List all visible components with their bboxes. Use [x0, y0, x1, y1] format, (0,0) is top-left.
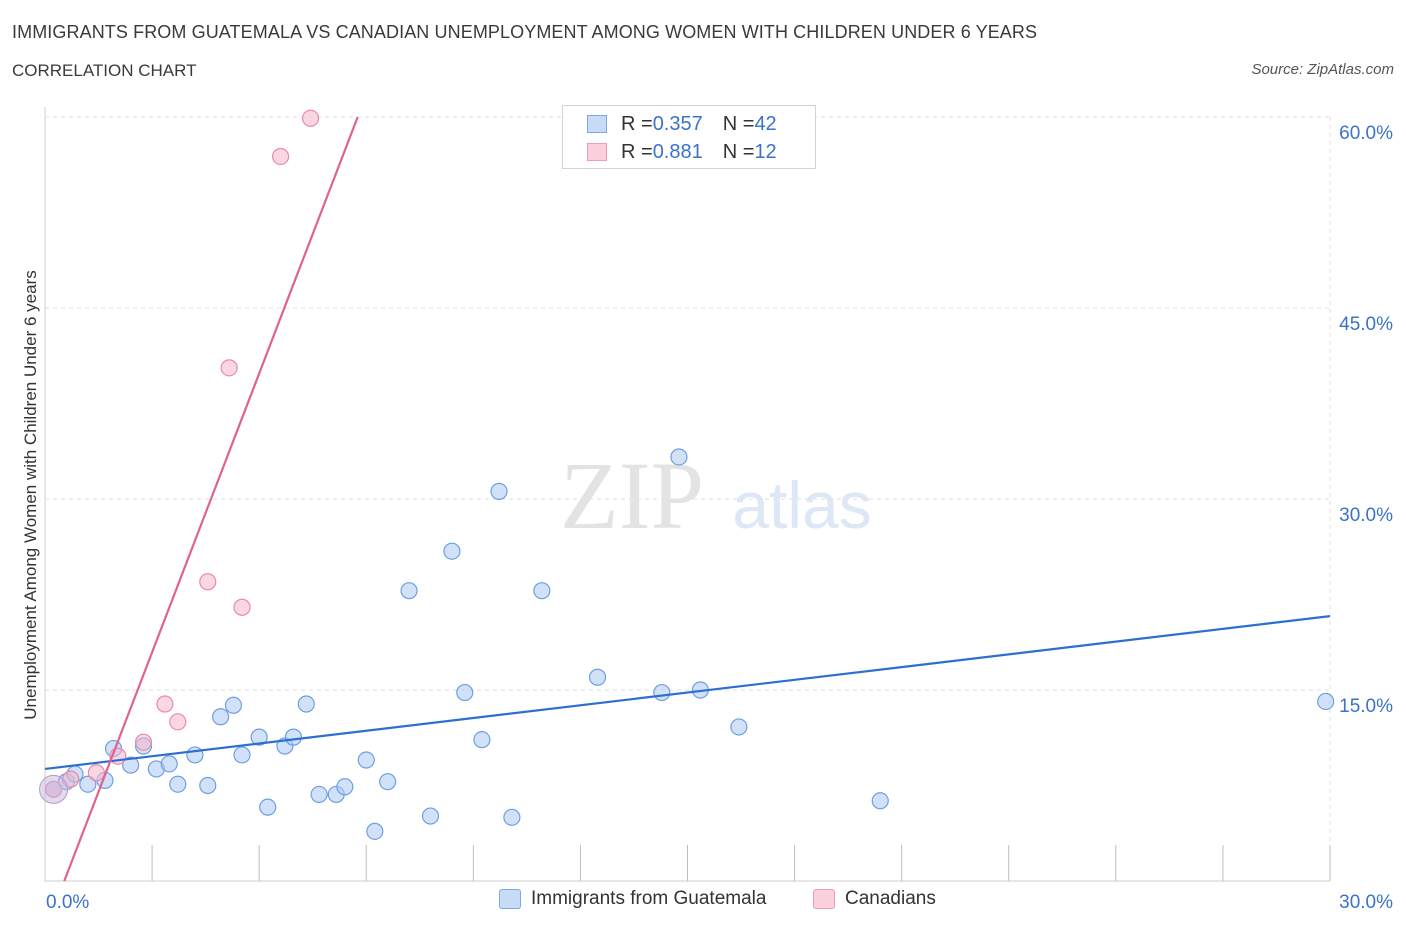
data-point-overlap [39, 774, 69, 804]
data-point-canadians [134, 733, 153, 751]
source-label: Source: ZipAtlas.com [1251, 61, 1394, 78]
legend-n-value: 12 [754, 140, 777, 163]
legend-swatch-guatemala [587, 115, 607, 133]
data-point-canadians [199, 573, 217, 591]
chart-title: IMMIGRANTS FROM GUATEMALA VS CANADIAN UN… [12, 22, 1038, 42]
data-point-guatemala [473, 731, 491, 749]
data-point-guatemala [297, 695, 315, 713]
data-point-guatemala [456, 683, 474, 702]
x-tick-label: 30.0% [1339, 892, 1393, 913]
data-points [39, 109, 1335, 840]
data-point-canadians [271, 147, 290, 166]
watermark: ZIP atlas [560, 442, 872, 549]
data-point-guatemala [259, 798, 277, 816]
data-point-guatemala [1317, 692, 1335, 711]
data-point-guatemala [224, 696, 243, 714]
legend-row-guatemala: R = 0.357 N = 42 [587, 112, 777, 136]
data-point-guatemala [871, 792, 889, 810]
chart-subtitle: CORRELATION CHART [12, 61, 197, 80]
data-point-canadians [220, 359, 238, 377]
data-point-guatemala [233, 746, 251, 764]
data-point-guatemala [670, 448, 688, 466]
data-point-guatemala [490, 482, 508, 500]
legend-r-value: 0.357 [652, 112, 703, 135]
data-point-guatemala [79, 775, 97, 793]
data-point-guatemala [186, 746, 204, 764]
data-point-guatemala [250, 728, 268, 746]
data-point-guatemala [284, 728, 303, 746]
series-legend-guatemala: Immigrants from Guatemala [499, 888, 766, 910]
series-legend: Immigrants from Guatemala Canadians [0, 888, 1406, 916]
legend-n-label: N = [722, 112, 755, 135]
legend-n-label: N = [722, 140, 755, 163]
data-point-guatemala [169, 775, 187, 793]
data-point-guatemala [122, 756, 140, 774]
tick-labels: 60.0% 45.0% 30.0% 15.0% 0.0% 30.0% [46, 123, 1393, 913]
data-point-guatemala [160, 755, 178, 773]
data-point-guatemala [503, 808, 521, 826]
data-point-guatemala [653, 683, 671, 702]
series-label-canadians: Canadians [845, 888, 936, 909]
axes [44, 107, 1331, 882]
legend-n-value: 42 [754, 112, 777, 135]
data-point-guatemala [400, 582, 418, 600]
correlation-legend: R = 0.357 N = 42 R = 0.881 N = 12 [562, 105, 816, 169]
y-tick-label: 30.0% [1339, 505, 1393, 526]
y-tick-label: 15.0% [1339, 696, 1393, 717]
data-point-guatemala [588, 668, 607, 686]
data-point-canadians [233, 598, 251, 616]
series-legend-canadians: Canadians [813, 888, 936, 910]
series-swatch-canadians [813, 889, 835, 909]
data-point-guatemala [212, 708, 230, 726]
watermark-atlas: atlas [732, 468, 871, 542]
trend-line-guatemala [44, 615, 1331, 771]
data-point-canadians [169, 713, 187, 731]
data-point-canadians [301, 109, 320, 127]
series-label-guatemala: Immigrants from Guatemala [531, 888, 767, 909]
data-point-canadians [156, 695, 174, 713]
data-point-guatemala [357, 751, 375, 769]
legend-r-label: R = [621, 112, 653, 135]
x-tick-label: 0.0% [46, 892, 89, 913]
legend-r-label: R = [621, 140, 653, 163]
trend-line-canadians [63, 116, 359, 882]
data-point-canadians [87, 764, 106, 782]
y-tick-label: 60.0% [1339, 123, 1393, 144]
data-point-guatemala [336, 778, 354, 796]
data-point-guatemala [310, 785, 328, 804]
y-tick-label: 45.0% [1339, 314, 1393, 335]
data-point-guatemala [199, 776, 217, 795]
data-point-guatemala [443, 542, 461, 560]
data-point-guatemala [421, 807, 440, 825]
data-point-guatemala [533, 582, 551, 600]
trend-lines [44, 116, 1331, 882]
y-axis-label: Unemployment Among Women with Children U… [21, 270, 40, 719]
data-point-guatemala [366, 822, 384, 840]
legend-row-canadians: R = 0.881 N = 12 [587, 140, 777, 164]
legend-r-value: 0.881 [652, 140, 703, 163]
data-point-guatemala [730, 718, 748, 736]
legend-swatch-canadians [587, 143, 607, 161]
data-point-guatemala [379, 773, 397, 791]
series-swatch-guatemala [499, 889, 521, 909]
